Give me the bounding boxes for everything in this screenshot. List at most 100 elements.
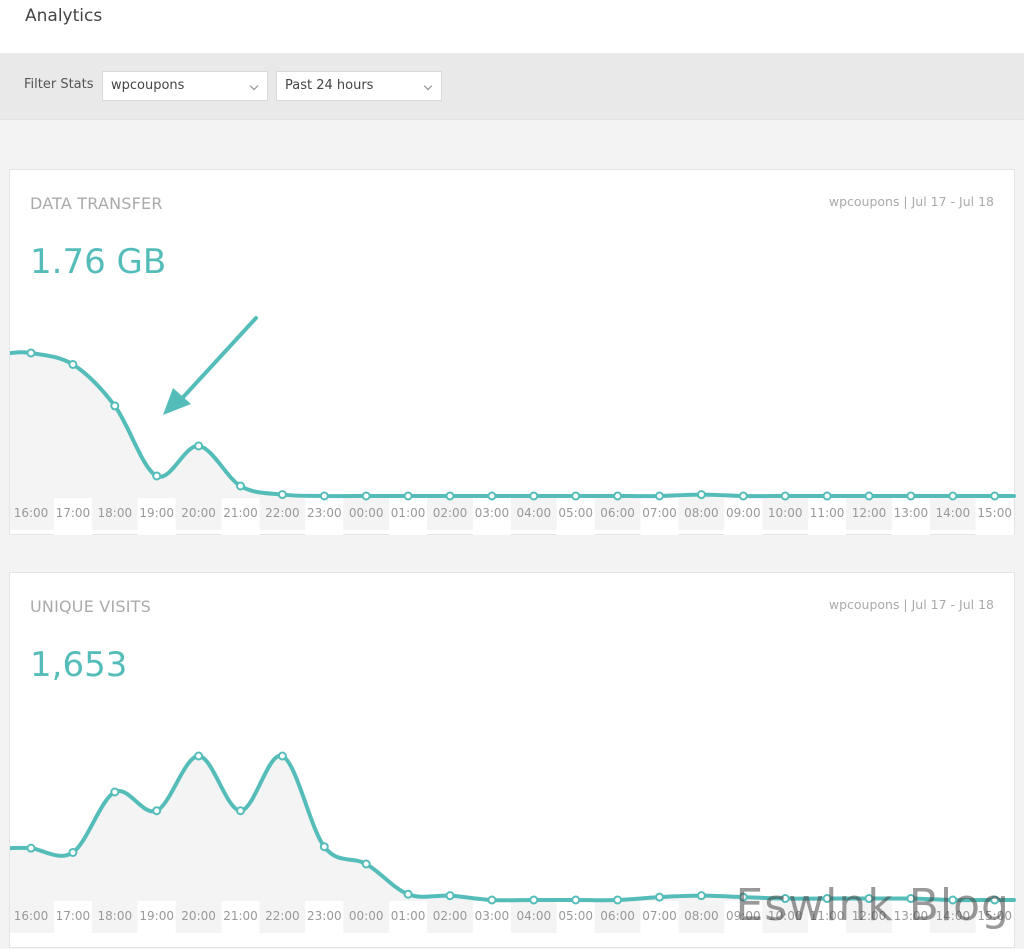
x-tick-label: 19:00 bbox=[139, 506, 174, 520]
data-point[interactable] bbox=[822, 894, 832, 904]
data-point[interactable] bbox=[487, 895, 497, 905]
data-point[interactable] bbox=[990, 491, 1000, 501]
period-select[interactable]: Past 24 hours bbox=[276, 71, 442, 101]
data-point[interactable] bbox=[26, 348, 36, 358]
data-point[interactable] bbox=[68, 847, 78, 857]
data-point[interactable] bbox=[780, 894, 790, 904]
data-point[interactable] bbox=[571, 491, 581, 501]
data-point[interactable] bbox=[403, 889, 413, 899]
site-select-value: wpcoupons bbox=[111, 78, 185, 93]
x-tick-label: 13:00 bbox=[894, 909, 929, 923]
x-tick-label: 16:00 bbox=[14, 506, 49, 520]
data-point[interactable] bbox=[26, 843, 36, 853]
data-point[interactable] bbox=[864, 491, 874, 501]
hour-label-box bbox=[975, 901, 1014, 938]
data-point[interactable] bbox=[110, 401, 120, 411]
x-tick-label: 01:00 bbox=[391, 506, 426, 520]
watermark: Eswlnk Blog bbox=[735, 880, 1010, 931]
data-point[interactable] bbox=[696, 891, 706, 901]
x-tick-label: 23:00 bbox=[307, 506, 342, 520]
data-point[interactable] bbox=[864, 894, 874, 904]
hour-label-box bbox=[891, 901, 930, 938]
x-tick-label: 11:00 bbox=[810, 506, 845, 520]
x-tick-label: 12:00 bbox=[852, 909, 887, 923]
data-point[interactable] bbox=[948, 895, 958, 905]
unique-visits-card: UNIQUE VISITS wpcoupons | Jul 17 - Jul 1… bbox=[9, 572, 1016, 948]
hour-label-box bbox=[305, 498, 344, 535]
period-select-value: Past 24 hours bbox=[285, 78, 374, 93]
data-point[interactable] bbox=[319, 842, 329, 852]
x-tick-label: 04:00 bbox=[517, 909, 552, 923]
x-tick-label: 14:00 bbox=[936, 506, 971, 520]
data-point[interactable] bbox=[319, 491, 329, 501]
data-point[interactable] bbox=[236, 481, 245, 491]
data-point[interactable] bbox=[445, 491, 455, 501]
data-point[interactable] bbox=[277, 490, 287, 500]
hour-label-box bbox=[891, 498, 930, 535]
card-title: DATA TRANSFER bbox=[30, 194, 163, 213]
data-point[interactable] bbox=[361, 859, 371, 869]
data-point[interactable] bbox=[906, 894, 916, 904]
data-point[interactable] bbox=[194, 441, 204, 451]
data-point[interactable] bbox=[655, 892, 664, 902]
data-point[interactable] bbox=[990, 895, 1000, 905]
top-bar: Analytics bbox=[0, 0, 1024, 53]
x-tick-label: 18:00 bbox=[98, 909, 133, 923]
data-point[interactable] bbox=[822, 491, 832, 501]
x-tick-label: 16:00 bbox=[14, 909, 49, 923]
data-point[interactable] bbox=[738, 892, 748, 902]
hour-label-box bbox=[389, 498, 428, 535]
hour-label-box bbox=[472, 901, 511, 938]
data-point[interactable] bbox=[780, 491, 790, 501]
x-tick-label: 15:00 bbox=[977, 506, 1012, 520]
unique-visits-chart: 16:00 17:00 18:00 19:00 20:00 21:00 22:00 23:00… bbox=[10, 751, 1016, 938]
data-point[interactable] bbox=[948, 491, 958, 501]
data-point[interactable] bbox=[403, 491, 413, 501]
x-tick-label: 02:00 bbox=[433, 909, 468, 923]
x-tick-label: 23:00 bbox=[307, 909, 342, 923]
data-point[interactable] bbox=[571, 895, 581, 905]
data-point[interactable] bbox=[68, 359, 78, 369]
data-point[interactable] bbox=[152, 806, 162, 816]
x-tick-label: 22:00 bbox=[265, 506, 300, 520]
x-tick-label: 10:00 bbox=[768, 506, 803, 520]
x-tick-label: 09:00 bbox=[726, 506, 761, 520]
data-transfer-chart: 16:00 17:00 18:00 19:00 20:00 21:00 22:00 23:00… bbox=[10, 316, 1016, 535]
data-point[interactable] bbox=[696, 490, 706, 500]
card-date-range: wpcoupons | Jul 17 - Jul 18 bbox=[828, 194, 994, 209]
hour-label-box bbox=[640, 498, 679, 535]
data-point[interactable] bbox=[194, 751, 204, 761]
x-tick-label: 19:00 bbox=[139, 909, 174, 923]
x-tick-label: 04:00 bbox=[517, 506, 552, 520]
hour-label-box bbox=[556, 901, 595, 938]
data-point[interactable] bbox=[152, 471, 162, 481]
data-point[interactable] bbox=[529, 491, 539, 501]
x-tick-label: 06:00 bbox=[600, 909, 635, 923]
chart-area-fill bbox=[10, 755, 1014, 933]
site-select[interactable]: wpcoupons bbox=[102, 71, 268, 101]
data-point[interactable] bbox=[529, 895, 539, 905]
filter-label: Filter Stats bbox=[24, 77, 94, 92]
x-tick-label: 10:00 bbox=[768, 909, 803, 923]
data-point[interactable] bbox=[361, 491, 371, 501]
data-point[interactable] bbox=[445, 891, 455, 901]
x-tick-label: 21:00 bbox=[223, 506, 258, 520]
x-tick-label: 08:00 bbox=[684, 506, 719, 520]
data-point[interactable] bbox=[236, 806, 245, 816]
data-point[interactable] bbox=[906, 491, 916, 501]
x-tick-label: 00:00 bbox=[349, 909, 384, 923]
data-point[interactable] bbox=[655, 491, 664, 501]
data-point[interactable] bbox=[487, 491, 497, 501]
hour-label-box bbox=[808, 901, 847, 938]
card-total-value: 1.76 GB bbox=[30, 242, 167, 282]
data-point[interactable] bbox=[738, 491, 748, 501]
x-tick-label: 22:00 bbox=[265, 909, 300, 923]
data-point[interactable] bbox=[613, 491, 623, 501]
data-point[interactable] bbox=[110, 787, 120, 797]
card-date-range: wpcoupons | Jul 17 - Jul 18 bbox=[828, 597, 994, 612]
data-point[interactable] bbox=[613, 895, 623, 905]
card-title: UNIQUE VISITS bbox=[30, 597, 151, 616]
x-tick-label: 14:00 bbox=[936, 909, 971, 923]
x-tick-label: 11:00 bbox=[810, 909, 845, 923]
data-point[interactable] bbox=[277, 751, 287, 761]
